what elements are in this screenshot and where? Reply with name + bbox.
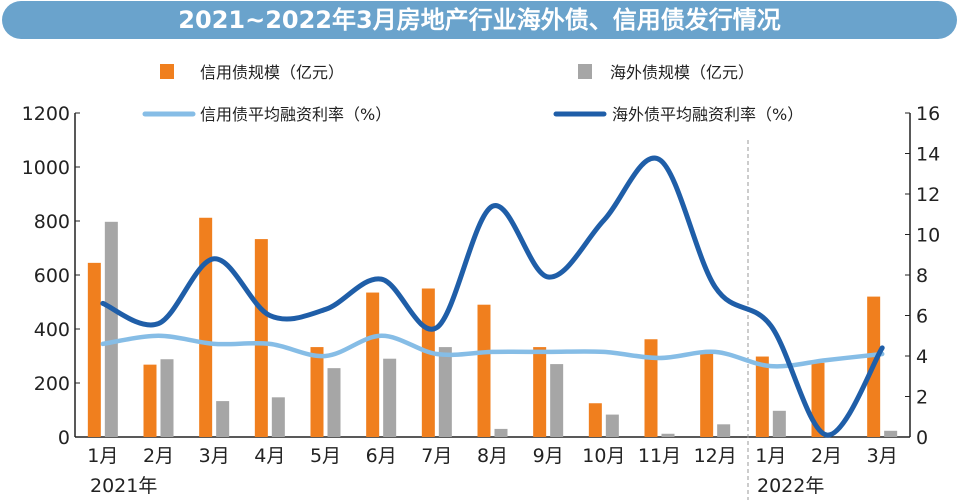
credit-rate-line (100, 333, 885, 369)
overseas-bar (327, 368, 341, 437)
rate-lines (100, 155, 885, 438)
overseas-bar (661, 433, 675, 437)
x-tick-label: 8月 (477, 445, 508, 467)
x-tick-label: 2月 (811, 445, 842, 467)
overseas-bar (271, 397, 285, 437)
credit-bar (254, 239, 268, 437)
legend-swatch-overseas-bar (578, 64, 592, 79)
overseas-bar (383, 358, 397, 437)
overseas-bar (550, 364, 564, 437)
right-tick-label: 6 (916, 306, 928, 328)
left-tick-label: 600 (34, 265, 70, 287)
year-label-2022: 2022年 (757, 475, 824, 497)
right-tick-label: 14 (916, 144, 940, 166)
right-tick-label: 12 (916, 184, 940, 206)
chart-title: 2021~2022年3月房地产行业海外债、信用债发行情况 (2, 1, 957, 39)
right-tick-label: 2 (916, 387, 928, 409)
legend-swatch-credit-bar (160, 64, 174, 79)
x-tick-label: 5月 (310, 445, 341, 467)
legend: 信用债规模（亿元） 海外债规模（亿元） 信用债平均融资利率（%） 海外债平均融资… (142, 63, 803, 124)
left-tick-label: 1000 (22, 157, 70, 179)
x-tick-label: 3月 (199, 445, 230, 467)
x-tick-label: 10月 (582, 445, 625, 467)
x-tick-label: 7月 (421, 445, 452, 467)
left-y-ticks: 0 200 400 600 800 1000 1200 (22, 103, 80, 449)
overseas-bar (438, 347, 452, 437)
x-tick-label: 2月 (143, 445, 174, 467)
credit-bar (588, 403, 602, 437)
credit-bar (533, 347, 547, 437)
credit-bar (421, 288, 435, 437)
year-label-2021: 2021年 (90, 475, 157, 497)
x-tick-label: 12月 (694, 445, 737, 467)
credit-bar (366, 292, 380, 437)
overseas-bar (160, 359, 174, 437)
credit-bar (700, 353, 714, 437)
credit-bar (310, 347, 324, 437)
right-tick-label: 0 (916, 427, 928, 449)
right-tick-label: 4 (916, 346, 928, 368)
left-tick-label: 200 (34, 373, 70, 395)
overseas-bar (717, 424, 731, 437)
overseas-rate-line (100, 155, 885, 438)
left-tick-label: 400 (34, 319, 70, 341)
credit-bar (755, 356, 769, 437)
credit-bar (811, 362, 825, 437)
credit-bar (87, 262, 101, 437)
overseas-bar (605, 414, 619, 437)
right-tick-label: 10 (916, 225, 940, 247)
credit-bar (477, 304, 491, 437)
bars (87, 217, 898, 437)
x-tick-label: 6月 (366, 445, 397, 467)
left-tick-label: 800 (34, 211, 70, 233)
legend-label-credit-rate: 信用债平均融资利率（%） (200, 105, 391, 124)
x-tick-label: 1月 (755, 445, 786, 467)
x-tick-label: 11月 (638, 445, 681, 467)
legend-label-overseas-rate: 海外债平均融资利率（%） (612, 105, 803, 124)
left-tick-label: 1200 (22, 103, 70, 125)
x-tick-label: 1月 (87, 445, 118, 467)
x-tick-label: 9月 (533, 445, 564, 467)
x-ticks: 1月 2月 3月 4月 5月 6月 7月 8月 9月 10月 11月 12月 1月 2月 3月 (87, 445, 897, 467)
legend-label-credit-bar: 信用债规模（亿元） (200, 63, 344, 82)
right-tick-label: 8 (916, 265, 928, 287)
right-tick-label: 16 (916, 103, 940, 125)
legend-label-overseas-bar: 海外债规模（亿元） (610, 63, 754, 82)
x-tick-label: 4月 (254, 445, 285, 467)
left-tick-label: 0 (58, 427, 70, 449)
credit-bar (199, 217, 213, 437)
credit-bar (143, 364, 157, 437)
overseas-bar (494, 428, 508, 437)
credit-bar (644, 339, 658, 437)
right-y-ticks: 0 2 4 6 8 10 12 14 16 (905, 103, 940, 449)
overseas-bar (104, 221, 118, 437)
overseas-bar (772, 410, 786, 437)
overseas-bar (216, 401, 230, 437)
x-tick-label: 3月 (867, 445, 898, 467)
overseas-bar (884, 430, 898, 437)
